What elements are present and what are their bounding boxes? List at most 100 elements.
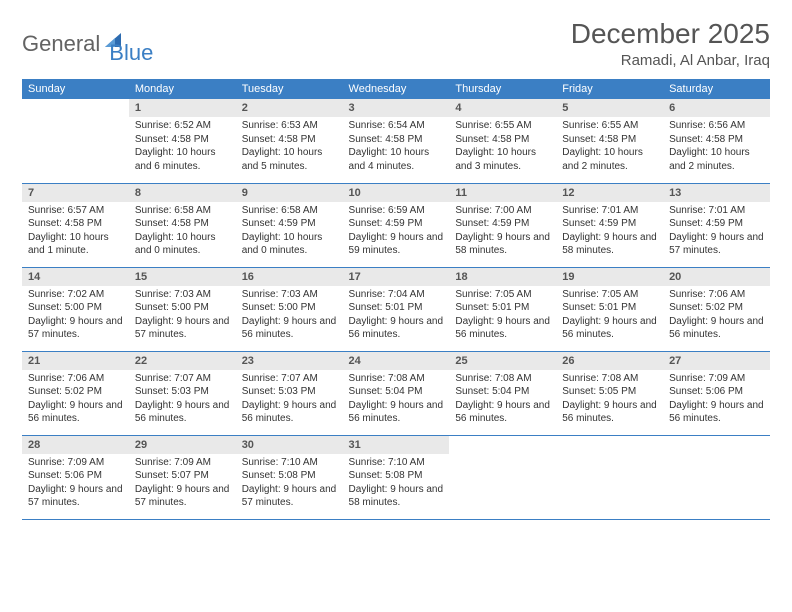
sunrise-text: Sunrise: 6:56 AM [669, 119, 764, 133]
day-details: Sunrise: 6:58 AMSunset: 4:59 PMDaylight:… [236, 202, 343, 262]
day-number: 28 [22, 436, 129, 454]
sunset-text: Sunset: 4:58 PM [669, 133, 764, 147]
sunrise-text: Sunrise: 6:58 AM [242, 204, 337, 218]
sunset-text: Sunset: 4:59 PM [669, 217, 764, 231]
calendar-cell: 27Sunrise: 7:09 AMSunset: 5:06 PMDayligh… [663, 351, 770, 435]
sunset-text: Sunset: 5:00 PM [242, 301, 337, 315]
sunrise-text: Sunrise: 7:05 AM [455, 288, 550, 302]
day-number: 6 [663, 99, 770, 117]
calendar-cell [663, 435, 770, 519]
day-number: 21 [22, 352, 129, 370]
calendar-table: Sunday Monday Tuesday Wednesday Thursday… [22, 79, 770, 520]
calendar-cell: 9Sunrise: 6:58 AMSunset: 4:59 PMDaylight… [236, 183, 343, 267]
calendar-week-row: 7Sunrise: 6:57 AMSunset: 4:58 PMDaylight… [22, 183, 770, 267]
day-details: Sunrise: 7:09 AMSunset: 5:07 PMDaylight:… [129, 454, 236, 514]
daylight-text: Daylight: 10 hours and 5 minutes. [242, 146, 337, 173]
daylight-text: Daylight: 10 hours and 2 minutes. [669, 146, 764, 173]
daylight-text: Daylight: 9 hours and 56 minutes. [455, 315, 550, 342]
sunset-text: Sunset: 5:02 PM [28, 385, 123, 399]
day-details: Sunrise: 7:03 AMSunset: 5:00 PMDaylight:… [236, 286, 343, 346]
daylight-text: Daylight: 9 hours and 57 minutes. [28, 483, 123, 510]
day-header: Wednesday [343, 79, 450, 99]
calendar-cell: 31Sunrise: 7:10 AMSunset: 5:08 PMDayligh… [343, 435, 450, 519]
day-details: Sunrise: 7:10 AMSunset: 5:08 PMDaylight:… [236, 454, 343, 514]
day-details: Sunrise: 7:07 AMSunset: 5:03 PMDaylight:… [236, 370, 343, 430]
sunset-text: Sunset: 5:06 PM [28, 469, 123, 483]
daylight-text: Daylight: 9 hours and 56 minutes. [242, 315, 337, 342]
day-header: Friday [556, 79, 663, 99]
calendar-cell: 20Sunrise: 7:06 AMSunset: 5:02 PMDayligh… [663, 267, 770, 351]
calendar-cell [22, 99, 129, 183]
day-header: Saturday [663, 79, 770, 99]
sunset-text: Sunset: 5:03 PM [242, 385, 337, 399]
day-header: Tuesday [236, 79, 343, 99]
day-header-row: Sunday Monday Tuesday Wednesday Thursday… [22, 79, 770, 99]
calendar-cell: 5Sunrise: 6:55 AMSunset: 4:58 PMDaylight… [556, 99, 663, 183]
day-header: Thursday [449, 79, 556, 99]
day-details: Sunrise: 7:03 AMSunset: 5:00 PMDaylight:… [129, 286, 236, 346]
day-details: Sunrise: 7:08 AMSunset: 5:04 PMDaylight:… [449, 370, 556, 430]
daylight-text: Daylight: 9 hours and 56 minutes. [562, 399, 657, 426]
daylight-text: Daylight: 10 hours and 3 minutes. [455, 146, 550, 173]
day-details: Sunrise: 6:59 AMSunset: 4:59 PMDaylight:… [343, 202, 450, 262]
sunrise-text: Sunrise: 6:52 AM [135, 119, 230, 133]
day-number: 26 [556, 352, 663, 370]
day-details: Sunrise: 6:54 AMSunset: 4:58 PMDaylight:… [343, 117, 450, 177]
day-details: Sunrise: 7:06 AMSunset: 5:02 PMDaylight:… [663, 286, 770, 346]
day-details: Sunrise: 7:02 AMSunset: 5:00 PMDaylight:… [22, 286, 129, 346]
sunset-text: Sunset: 4:58 PM [562, 133, 657, 147]
daylight-text: Daylight: 9 hours and 56 minutes. [242, 399, 337, 426]
day-number: 15 [129, 268, 236, 286]
calendar-cell: 14Sunrise: 7:02 AMSunset: 5:00 PMDayligh… [22, 267, 129, 351]
daylight-text: Daylight: 10 hours and 6 minutes. [135, 146, 230, 173]
day-details: Sunrise: 6:58 AMSunset: 4:58 PMDaylight:… [129, 202, 236, 262]
calendar-cell: 26Sunrise: 7:08 AMSunset: 5:05 PMDayligh… [556, 351, 663, 435]
sunset-text: Sunset: 5:03 PM [135, 385, 230, 399]
day-details: Sunrise: 7:08 AMSunset: 5:05 PMDaylight:… [556, 370, 663, 430]
day-details: Sunrise: 7:01 AMSunset: 4:59 PMDaylight:… [556, 202, 663, 262]
sunrise-text: Sunrise: 6:59 AM [349, 204, 444, 218]
page-title: December 2025 [571, 18, 770, 50]
day-number: 16 [236, 268, 343, 286]
daylight-text: Daylight: 9 hours and 59 minutes. [349, 231, 444, 258]
day-header: Monday [129, 79, 236, 99]
daylight-text: Daylight: 10 hours and 0 minutes. [242, 231, 337, 258]
sunrise-text: Sunrise: 7:05 AM [562, 288, 657, 302]
day-number: 20 [663, 268, 770, 286]
calendar-cell: 13Sunrise: 7:01 AMSunset: 4:59 PMDayligh… [663, 183, 770, 267]
daylight-text: Daylight: 9 hours and 58 minutes. [349, 483, 444, 510]
calendar-cell: 17Sunrise: 7:04 AMSunset: 5:01 PMDayligh… [343, 267, 450, 351]
day-details: Sunrise: 7:07 AMSunset: 5:03 PMDaylight:… [129, 370, 236, 430]
daylight-text: Daylight: 9 hours and 56 minutes. [28, 399, 123, 426]
calendar-cell: 7Sunrise: 6:57 AMSunset: 4:58 PMDaylight… [22, 183, 129, 267]
daylight-text: Daylight: 9 hours and 56 minutes. [562, 315, 657, 342]
sunrise-text: Sunrise: 6:55 AM [562, 119, 657, 133]
day-number: 27 [663, 352, 770, 370]
sunrise-text: Sunrise: 7:01 AM [669, 204, 764, 218]
calendar-cell: 4Sunrise: 6:55 AMSunset: 4:58 PMDaylight… [449, 99, 556, 183]
sunset-text: Sunset: 5:05 PM [562, 385, 657, 399]
daylight-text: Daylight: 10 hours and 0 minutes. [135, 231, 230, 258]
calendar-cell: 25Sunrise: 7:08 AMSunset: 5:04 PMDayligh… [449, 351, 556, 435]
day-details: Sunrise: 6:53 AMSunset: 4:58 PMDaylight:… [236, 117, 343, 177]
sunset-text: Sunset: 5:04 PM [349, 385, 444, 399]
day-number: 31 [343, 436, 450, 454]
sunset-text: Sunset: 4:59 PM [562, 217, 657, 231]
day-details: Sunrise: 7:01 AMSunset: 4:59 PMDaylight:… [663, 202, 770, 262]
sunset-text: Sunset: 5:01 PM [562, 301, 657, 315]
day-number: 4 [449, 99, 556, 117]
day-number: 18 [449, 268, 556, 286]
daylight-text: Daylight: 9 hours and 57 minutes. [135, 315, 230, 342]
sunset-text: Sunset: 5:04 PM [455, 385, 550, 399]
day-details: Sunrise: 7:04 AMSunset: 5:01 PMDaylight:… [343, 286, 450, 346]
sunrise-text: Sunrise: 7:06 AM [28, 372, 123, 386]
sunset-text: Sunset: 4:58 PM [349, 133, 444, 147]
daylight-text: Daylight: 9 hours and 57 minutes. [669, 231, 764, 258]
calendar-cell: 1Sunrise: 6:52 AMSunset: 4:58 PMDaylight… [129, 99, 236, 183]
location-text: Ramadi, Al Anbar, Iraq [571, 52, 770, 69]
sunrise-text: Sunrise: 6:55 AM [455, 119, 550, 133]
daylight-text: Daylight: 10 hours and 4 minutes. [349, 146, 444, 173]
day-number: 30 [236, 436, 343, 454]
day-details: Sunrise: 7:09 AMSunset: 5:06 PMDaylight:… [663, 370, 770, 430]
day-number: 12 [556, 184, 663, 202]
